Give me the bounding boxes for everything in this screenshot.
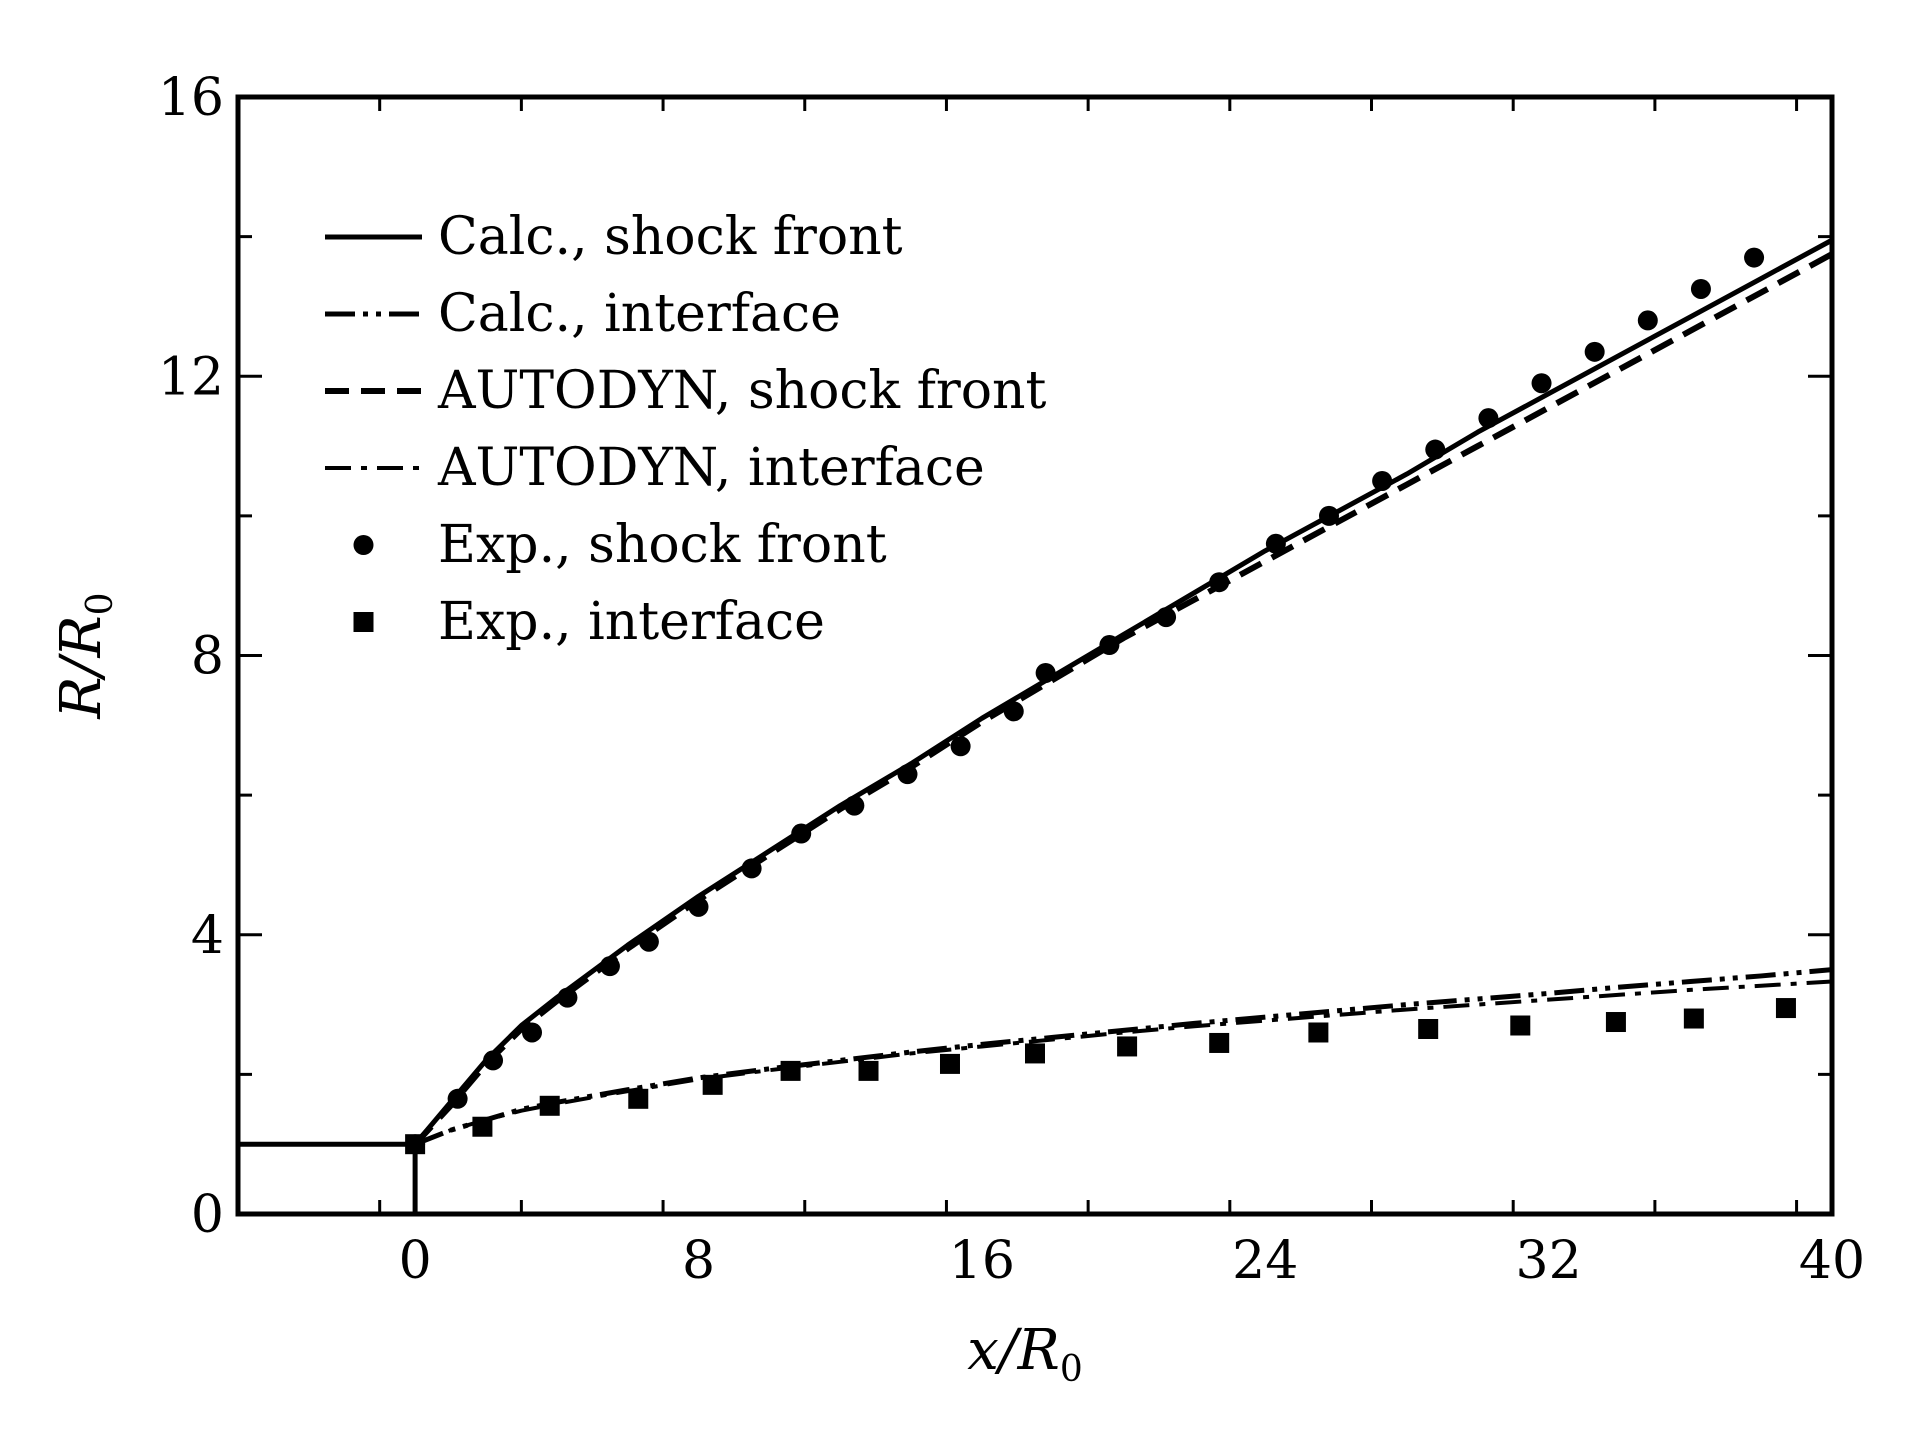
point-exp-interface	[628, 1088, 649, 1109]
marker-layer	[405, 247, 1796, 1155]
point-exp-interface	[1510, 1015, 1531, 1036]
point-exp-shock-front	[688, 896, 709, 917]
y-tick-label: 16	[158, 68, 224, 128]
x-tick-label: 0	[399, 1231, 432, 1291]
point-exp-shock-front	[1478, 408, 1499, 429]
point-exp-shock-front	[638, 931, 659, 952]
y-axis-label-subscript: 0	[80, 592, 121, 615]
x-axis-label-base: x/R	[967, 1318, 1060, 1383]
point-exp-interface	[1117, 1036, 1138, 1057]
y-tick-label: 12	[158, 347, 224, 407]
point-exp-shock-front	[1035, 662, 1056, 683]
point-exp-shock-front	[522, 1022, 543, 1043]
point-exp-interface	[780, 1060, 801, 1081]
point-exp-interface	[1308, 1022, 1329, 1043]
point-exp-shock-front	[1584, 341, 1605, 362]
legend-label-exp-shock-front: Exp., shock front	[438, 515, 887, 575]
point-exp-shock-front	[1690, 278, 1711, 299]
point-exp-shock-front	[1744, 247, 1765, 268]
point-exp-shock-front	[791, 823, 812, 844]
point-exp-shock-front	[1209, 572, 1230, 593]
point-exp-interface	[472, 1116, 493, 1137]
legend-label-calc-interface: Calc., interface	[438, 284, 841, 344]
x-tick-label: 8	[682, 1231, 715, 1291]
series-line-autodyn-interface	[414, 979, 1833, 1147]
point-exp-shock-front	[599, 956, 620, 977]
point-exp-interface	[1605, 1012, 1626, 1033]
tick-layer: 0 8 16 24 32 40 0 4 8 12 16	[158, 68, 1865, 1291]
x-tick-label: 16	[949, 1231, 1015, 1291]
point-exp-shock-front	[1156, 607, 1177, 628]
point-exp-shock-front	[1372, 470, 1393, 491]
point-exp-shock-front	[483, 1050, 504, 1071]
legend-label-autodyn-shock-front: AUTODYN, shock front	[437, 361, 1046, 421]
legend-swatch-exp-interface	[353, 612, 374, 632]
point-exp-interface	[539, 1095, 560, 1116]
point-exp-shock-front	[897, 764, 918, 785]
point-exp-interface	[405, 1134, 426, 1155]
point-exp-shock-front	[741, 858, 762, 879]
point-exp-shock-front	[557, 987, 578, 1008]
x-tick-label: 40	[1799, 1231, 1865, 1291]
point-exp-interface	[858, 1060, 879, 1081]
legend-label-exp-interface: Exp., interface	[438, 592, 825, 652]
point-exp-interface	[1775, 998, 1796, 1019]
legend-swatch-exp-shock-front	[353, 535, 374, 555]
point-exp-interface	[1025, 1043, 1045, 1064]
y-tick-label: 8	[191, 627, 224, 687]
point-exp-shock-front	[1099, 635, 1120, 656]
point-exp-interface	[939, 1053, 960, 1074]
point-exp-shock-front	[1003, 701, 1024, 722]
y-tick-label: 0	[191, 1185, 224, 1245]
x-tick-label: 24	[1232, 1231, 1298, 1291]
point-exp-shock-front	[1531, 373, 1552, 394]
point-exp-interface	[1209, 1032, 1230, 1053]
point-exp-shock-front	[447, 1088, 468, 1109]
point-exp-shock-front	[950, 736, 971, 757]
point-exp-shock-front	[1265, 533, 1286, 554]
legend: Calc., shock front Calc., interface AUTODY…	[325, 207, 1046, 652]
point-exp-shock-front	[1637, 310, 1658, 331]
point-exp-interface	[702, 1074, 723, 1095]
y-tick-label: 4	[191, 906, 224, 966]
y-axis-label: R/R0	[49, 592, 121, 719]
x-axis-label-subscript: 0	[1060, 1349, 1083, 1390]
y-axis-label-base: R/R	[49, 615, 114, 719]
x-axis-label: x/R0	[967, 1318, 1083, 1390]
legend-label-autodyn-interface: AUTODYN, interface	[437, 438, 985, 498]
x-tick-label: 32	[1516, 1231, 1582, 1291]
legend-label-calc-shock-front: Calc., shock front	[438, 207, 903, 267]
point-exp-interface	[1683, 1008, 1704, 1029]
point-exp-interface	[1418, 1018, 1439, 1039]
point-exp-shock-front	[1425, 439, 1446, 460]
point-exp-shock-front	[1319, 505, 1340, 526]
point-exp-shock-front	[844, 795, 865, 816]
